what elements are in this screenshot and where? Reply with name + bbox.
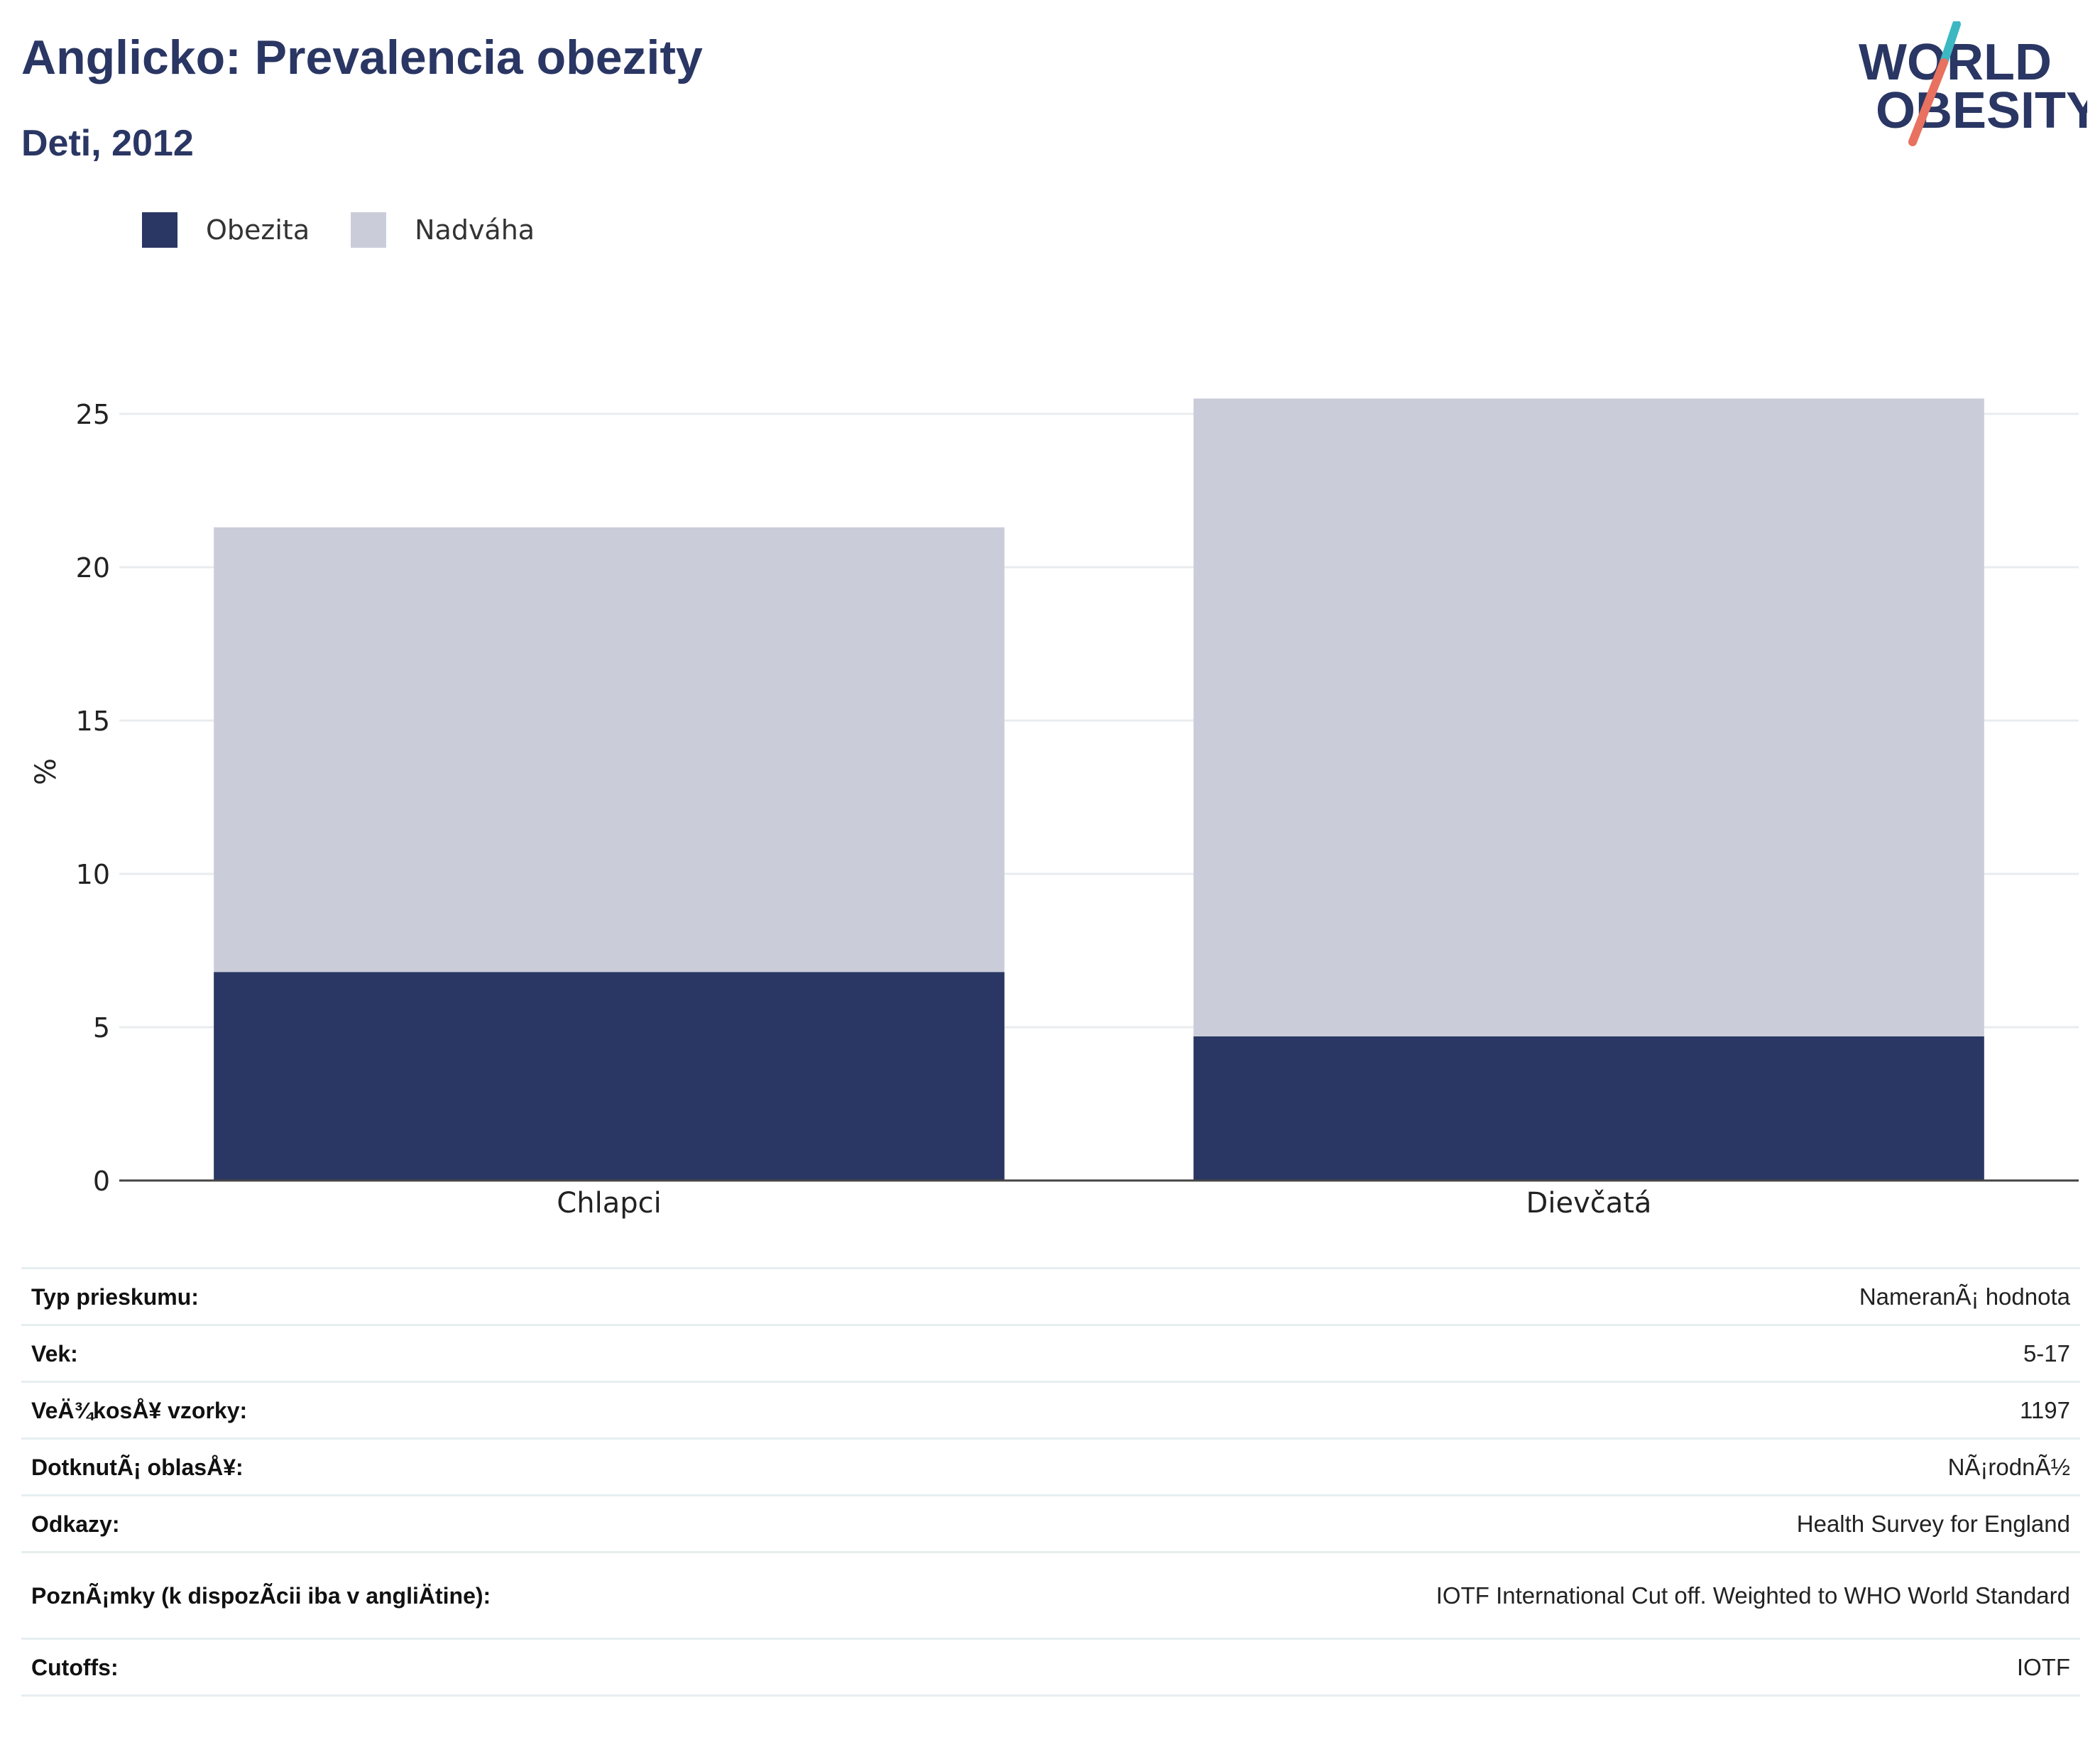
world-obesity-logo: WORLD OBESITY bbox=[1859, 21, 2087, 146]
details-value: IOTF bbox=[2016, 1653, 2070, 1680]
details-value: 1197 bbox=[2020, 1396, 2070, 1423]
details-label: DotknutÃ¡ oblasÅ¥: bbox=[31, 1454, 244, 1480]
details-row-age: Vek: 5-17 bbox=[21, 1326, 2080, 1383]
y-tick-label: 0 bbox=[93, 1166, 110, 1197]
y-tick-label: 10 bbox=[76, 859, 110, 890]
legend-label-obezita: Obezita bbox=[206, 214, 310, 246]
details-value: 5-17 bbox=[2023, 1340, 2070, 1367]
bar-nadvha-0[interactable] bbox=[214, 527, 1005, 973]
page-title: Anglicko: Prevalencia obezity bbox=[21, 31, 703, 84]
details-value: Health Survey for England bbox=[1796, 1510, 2070, 1537]
bar-obezita-1[interactable] bbox=[1193, 1036, 1984, 1181]
bar-nadvha-1[interactable] bbox=[1193, 398, 1984, 1036]
logo-slash-top bbox=[1940, 21, 1961, 67]
details-label: Typ prieskumu: bbox=[31, 1283, 199, 1310]
chart-legend: Obezita Nadváha bbox=[142, 212, 576, 248]
details-value: NameranÃ¡ hodnota bbox=[1859, 1283, 2070, 1310]
details-row-survey-type: Typ prieskumu: NameranÃ¡ hodnota bbox=[21, 1269, 2080, 1326]
details-row-sample-size: VeÄ¾kosÅ¥ vzorky: 1197 bbox=[21, 1383, 2080, 1440]
legend-item-obezita[interactable]: Obezita bbox=[142, 212, 310, 248]
bar-chart: 0 5 10 15 20 25 Chlapci Dievčatá % bbox=[30, 398, 2079, 1220]
details-label: PoznÃ¡mky (k dispozÃcii iba v angliÄtine… bbox=[31, 1582, 491, 1609]
bar-obezita-0[interactable] bbox=[214, 972, 1005, 1181]
details-table: Typ prieskumu: NameranÃ¡ hodnota Vek: 5-… bbox=[21, 1267, 2080, 1697]
y-tick-label: 15 bbox=[76, 706, 110, 737]
details-row-references: Odkazy: Health Survey for England bbox=[21, 1496, 2080, 1553]
legend-swatch-nadvaha bbox=[351, 212, 387, 248]
bars bbox=[214, 398, 1984, 1181]
axes: 0 5 10 15 20 25 Chlapci Dievčatá bbox=[76, 399, 2079, 1220]
logo-line2: OBESITY bbox=[1876, 82, 2087, 139]
legend-item-nadvaha[interactable]: Nadváha bbox=[351, 212, 535, 248]
x-tick-label: Dievčatá bbox=[1526, 1187, 1652, 1220]
page-subtitle: Deti, 2012 bbox=[21, 123, 194, 164]
details-label: Vek: bbox=[31, 1340, 78, 1367]
legend-swatch-obezita bbox=[142, 212, 177, 248]
x-tick-label: Chlapci bbox=[557, 1187, 661, 1220]
logo-slash-bottom bbox=[1908, 58, 1948, 146]
y-tick-label: 5 bbox=[93, 1012, 110, 1044]
legend-label-nadvaha: Nadváha bbox=[415, 214, 535, 246]
y-axis-label: % bbox=[30, 758, 62, 785]
details-row-notes: PoznÃ¡mky (k dispozÃcii iba v angliÄtine… bbox=[21, 1553, 2080, 1640]
details-label: VeÄ¾kosÅ¥ vzorky: bbox=[31, 1397, 248, 1423]
y-tick-label: 25 bbox=[76, 399, 110, 430]
details-label: Cutoffs: bbox=[31, 1654, 119, 1680]
logo-line1: WORLD bbox=[1859, 34, 2052, 91]
y-tick-label: 20 bbox=[76, 552, 110, 584]
details-value: IOTF International Cut off. Weighted to … bbox=[1435, 1582, 2070, 1609]
details-label: Odkazy: bbox=[31, 1511, 120, 1537]
details-row-area: DotknutÃ¡ oblasÅ¥: NÃ¡rodnÃ½ bbox=[21, 1440, 2080, 1496]
details-row-cutoffs: Cutoffs: IOTF bbox=[21, 1640, 2080, 1697]
details-value: NÃ¡rodnÃ½ bbox=[1947, 1453, 2070, 1480]
